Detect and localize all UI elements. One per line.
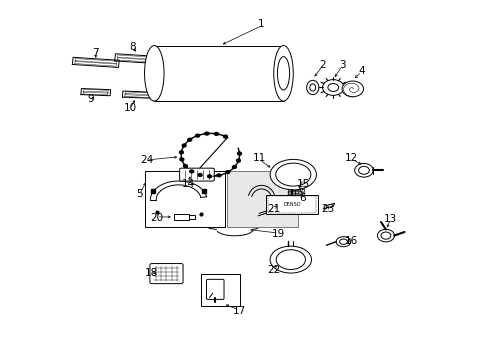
Text: 1: 1 <box>258 19 264 29</box>
Bar <box>154 45 283 101</box>
Bar <box>189 215 195 219</box>
Text: 22: 22 <box>266 265 280 275</box>
Text: 13: 13 <box>384 215 397 224</box>
Text: 24: 24 <box>140 155 153 165</box>
Circle shape <box>322 80 343 95</box>
Text: 20: 20 <box>150 213 163 222</box>
Circle shape <box>189 170 193 173</box>
Ellipse shape <box>339 239 346 244</box>
Ellipse shape <box>277 57 289 90</box>
Circle shape <box>198 174 202 176</box>
Circle shape <box>204 132 208 135</box>
Bar <box>173 214 189 220</box>
Ellipse shape <box>269 246 311 273</box>
Text: 12: 12 <box>345 153 358 163</box>
FancyBboxPatch shape <box>150 264 183 284</box>
Text: 9: 9 <box>87 94 94 104</box>
Text: 21: 21 <box>266 204 280 214</box>
Text: DENSO: DENSO <box>283 202 300 207</box>
Text: 15: 15 <box>296 179 309 189</box>
Bar <box>266 195 317 214</box>
Bar <box>200 274 239 306</box>
Ellipse shape <box>269 159 316 190</box>
Text: 5: 5 <box>136 189 142 199</box>
Ellipse shape <box>358 166 368 174</box>
Text: 17: 17 <box>232 306 246 316</box>
Text: 3: 3 <box>338 60 345 70</box>
Ellipse shape <box>306 80 318 95</box>
Circle shape <box>180 158 183 161</box>
Circle shape <box>236 159 240 162</box>
Text: 18: 18 <box>145 268 158 278</box>
Text: 19: 19 <box>271 229 285 239</box>
Ellipse shape <box>144 45 163 101</box>
Text: 2: 2 <box>319 60 325 70</box>
Circle shape <box>207 175 211 178</box>
Circle shape <box>183 165 187 167</box>
Circle shape <box>182 144 186 147</box>
FancyBboxPatch shape <box>179 168 214 181</box>
Ellipse shape <box>335 237 350 247</box>
Ellipse shape <box>275 163 310 186</box>
Ellipse shape <box>380 232 390 239</box>
Bar <box>267 197 316 213</box>
Circle shape <box>217 174 221 177</box>
Text: 16: 16 <box>345 236 358 246</box>
Circle shape <box>223 135 227 138</box>
Text: 11: 11 <box>252 153 265 163</box>
Text: 4: 4 <box>358 66 364 76</box>
Text: 23: 23 <box>320 204 333 214</box>
Text: 10: 10 <box>123 103 136 113</box>
Circle shape <box>195 134 199 137</box>
Ellipse shape <box>273 45 293 101</box>
Circle shape <box>232 166 236 168</box>
Ellipse shape <box>309 84 315 91</box>
Text: 6: 6 <box>299 193 305 203</box>
Text: 7: 7 <box>92 48 99 58</box>
Circle shape <box>187 138 191 141</box>
Bar <box>144 171 224 226</box>
Circle shape <box>179 151 183 154</box>
Circle shape <box>225 171 229 174</box>
Ellipse shape <box>377 229 394 242</box>
Bar <box>227 171 298 226</box>
Circle shape <box>214 132 218 135</box>
Circle shape <box>327 84 338 91</box>
Circle shape <box>341 81 363 97</box>
Circle shape <box>237 152 241 155</box>
Text: 14: 14 <box>182 179 195 189</box>
Ellipse shape <box>276 250 305 270</box>
Text: 8: 8 <box>129 42 135 52</box>
FancyBboxPatch shape <box>206 279 224 300</box>
Ellipse shape <box>354 163 372 177</box>
